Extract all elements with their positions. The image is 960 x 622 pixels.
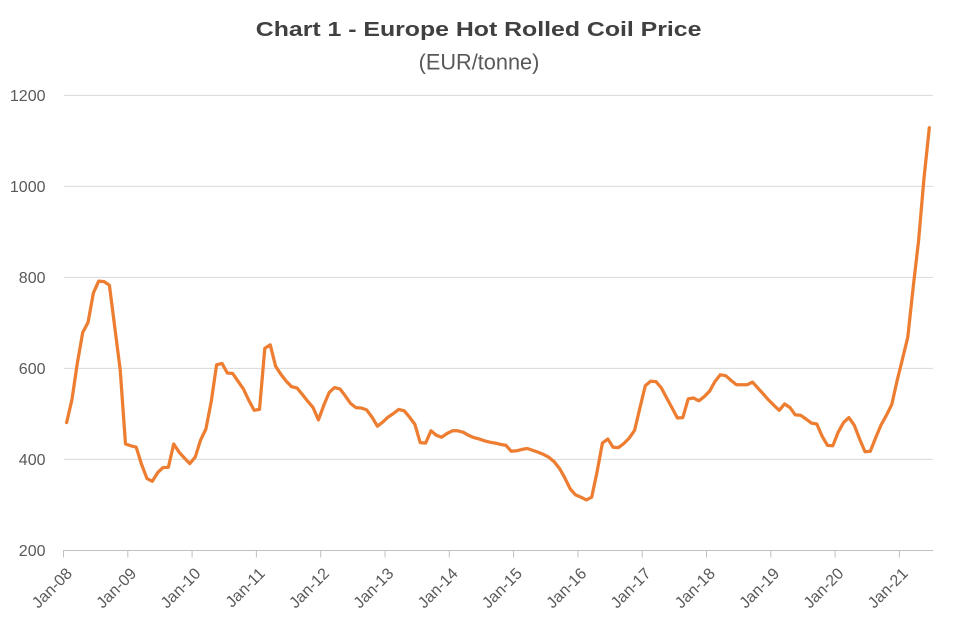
svg-text:1200: 1200 [10, 88, 46, 105]
svg-text:(EUR/tonne): (EUR/tonne) [419, 49, 540, 74]
svg-text:Chart 1 - Europe Hot Rolled Co: Chart 1 - Europe Hot Rolled Coil Price [256, 17, 702, 40]
svg-text:400: 400 [19, 452, 46, 469]
svg-text:800: 800 [19, 270, 46, 287]
svg-text:200: 200 [19, 543, 46, 560]
svg-text:1000: 1000 [10, 179, 46, 196]
svg-text:600: 600 [19, 361, 46, 378]
